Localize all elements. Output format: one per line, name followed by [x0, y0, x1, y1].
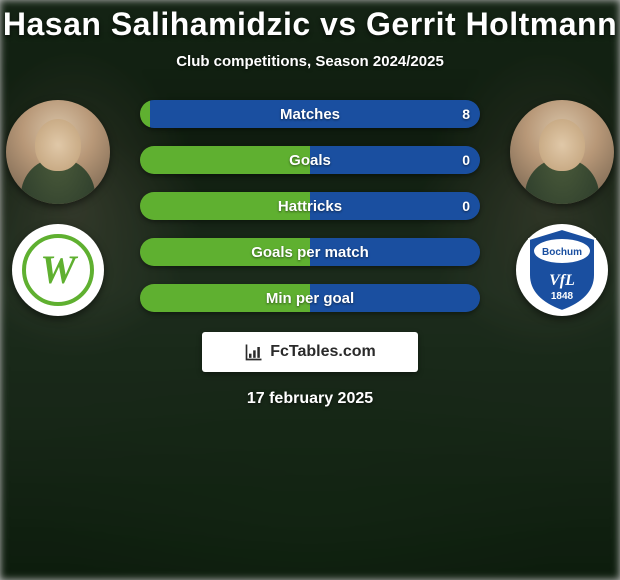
- stat-bar: Goals0: [140, 146, 480, 174]
- club-right-logo: Bochum VfL 1848: [516, 224, 608, 316]
- stat-bar-right-value: 0: [462, 198, 470, 214]
- stat-bar: Min per goal: [140, 284, 480, 312]
- stat-bar-right-value: 8: [462, 106, 470, 122]
- watermark-text: FcTables.com: [270, 343, 376, 361]
- watermark-badge: FcTables.com: [202, 332, 418, 372]
- bochum-text-2: 1848: [551, 291, 574, 302]
- subtitle: Club competitions, Season 2024/2025: [176, 53, 444, 70]
- comparison-area: W Bochum VfL 1848 Matches8Goals0Hattrick: [0, 100, 620, 312]
- club-left-logo: W: [12, 224, 104, 316]
- stat-bar-right-value: 0: [462, 152, 470, 168]
- right-player-column: Bochum VfL 1848: [510, 100, 614, 316]
- stat-bar-label: Matches: [140, 106, 480, 123]
- stat-bar: Matches8: [140, 100, 480, 128]
- content-container: Hasan Salihamidzic vs Gerrit Holtmann Cl…: [0, 0, 620, 580]
- bochum-text-1: Bochum: [542, 247, 582, 258]
- footer-date: 17 february 2025: [247, 390, 373, 408]
- bochum-vfl: VfL: [549, 272, 575, 289]
- stat-bar-label: Goals per match: [140, 244, 480, 261]
- chart-icon: [244, 342, 264, 362]
- page-title: Hasan Salihamidzic vs Gerrit Holtmann: [3, 6, 617, 43]
- stat-bar-label: Hattricks: [140, 198, 480, 215]
- stat-bar-label: Min per goal: [140, 290, 480, 307]
- bochum-logo-icon: Bochum VfL 1848: [523, 227, 601, 313]
- stat-bar: Goals per match: [140, 238, 480, 266]
- wolfsburg-logo-letter: W: [40, 250, 76, 290]
- stat-bar: Hattricks0: [140, 192, 480, 220]
- stat-bar-label: Goals: [140, 152, 480, 169]
- stat-bars: Matches8Goals0Hattricks0Goals per matchM…: [140, 100, 480, 312]
- left-player-column: W: [6, 100, 110, 316]
- wolfsburg-logo-icon: W: [22, 234, 94, 306]
- player-left-avatar: [6, 100, 110, 204]
- player-right-avatar: [510, 100, 614, 204]
